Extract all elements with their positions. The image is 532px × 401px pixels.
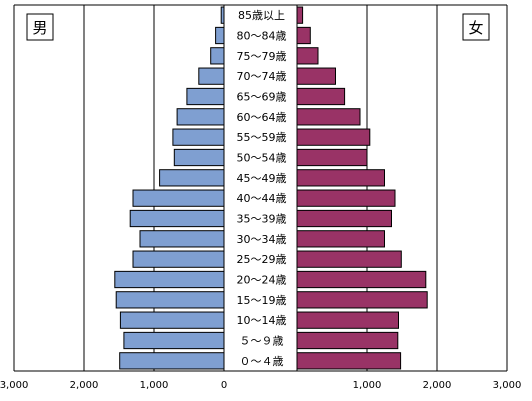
bar-male-0 (220, 6, 225, 24)
male-legend-box: 男 (26, 13, 54, 41)
bar-male-5 (176, 108, 225, 126)
bar-male-3 (198, 67, 225, 85)
bar-female-1 (296, 26, 311, 45)
bar-male-1 (215, 26, 225, 45)
bar-male-10 (129, 209, 225, 228)
bar-male-6 (172, 128, 225, 146)
bar-female-16 (296, 331, 399, 350)
age-label-13: 20～24歳 (237, 274, 287, 287)
bar-female-10 (296, 209, 392, 228)
age-label-9: 40～44歳 (237, 192, 287, 205)
bar-female-0 (296, 6, 304, 24)
bar-male-8 (159, 169, 225, 187)
female-legend-label: 女 (468, 19, 483, 37)
gridlines (13, 4, 508, 372)
bar-female-6 (296, 128, 371, 146)
age-label-3: 70～74歳 (237, 70, 287, 83)
tick-label-3: 0 (221, 380, 227, 391)
bar-male-4 (186, 87, 225, 106)
age-label-4: 65～69歳 (237, 91, 287, 104)
age-label-11: 30～34歳 (237, 233, 287, 246)
bar-male-12 (132, 250, 225, 268)
age-label-2: 75～79歳 (237, 50, 287, 63)
tick-label-0: 3,000 (0, 380, 28, 391)
bar-female-5 (296, 108, 361, 126)
bar-male-7 (173, 148, 225, 167)
bar-female-13 (296, 270, 427, 289)
bar-male-2 (210, 47, 225, 65)
female-legend-box: 女 (462, 13, 490, 41)
bar-male-17 (119, 352, 225, 370)
age-label-0: 85歳以上 (238, 9, 285, 22)
bar-female-11 (296, 230, 385, 248)
bar-female-2 (296, 47, 319, 65)
age-label-17: ０～４歳 (240, 355, 284, 368)
male-bars (114, 6, 225, 370)
bar-female-8 (296, 169, 385, 187)
bar-female-14 (296, 291, 428, 309)
age-label-16: ５～９歳 (240, 335, 284, 348)
bar-male-13 (114, 270, 225, 289)
bar-male-14 (115, 291, 225, 309)
age-label-8: 45～49歳 (237, 172, 287, 185)
age-label-5: 60～64歳 (237, 111, 287, 124)
age-label-14: 15～19歳 (237, 294, 287, 307)
age-label-15: 10～14歳 (237, 314, 287, 327)
bar-female-15 (296, 311, 399, 329)
age-group-labels: 85歳以上 80～84歳 75～79歳 70～74歳 65～69歳 60～64歳 55～59… (237, 9, 287, 368)
bar-female-9 (296, 189, 396, 207)
male-legend-label: 男 (32, 19, 47, 37)
bar-female-7 (296, 148, 368, 167)
tick-label-6: 3,000 (493, 380, 522, 391)
female-bars (296, 6, 428, 370)
tick-label-2: 1,000 (140, 380, 169, 391)
bar-female-3 (296, 67, 336, 85)
tick-label-1: 2,000 (70, 380, 99, 391)
bar-female-12 (296, 250, 402, 268)
bar-male-11 (139, 230, 225, 248)
age-label-10: 35～39歳 (237, 213, 287, 226)
bar-male-15 (119, 311, 225, 329)
bar-female-17 (296, 352, 402, 370)
age-label-1: 80～84歳 (237, 30, 287, 43)
bar-female-4 (296, 87, 346, 106)
x-axis-tick-labels: 3,000 2,000 1,000 0 1,000 2,000 3,000 (0, 380, 521, 391)
age-label-12: 25～29歳 (237, 253, 287, 266)
bar-male-9 (132, 189, 225, 207)
age-label-7: 50～54歳 (237, 152, 287, 165)
bar-male-16 (123, 331, 225, 350)
tick-label-5: 2,000 (423, 380, 452, 391)
age-label-6: 55～59歳 (237, 131, 287, 144)
tick-label-4: 1,000 (353, 380, 382, 391)
